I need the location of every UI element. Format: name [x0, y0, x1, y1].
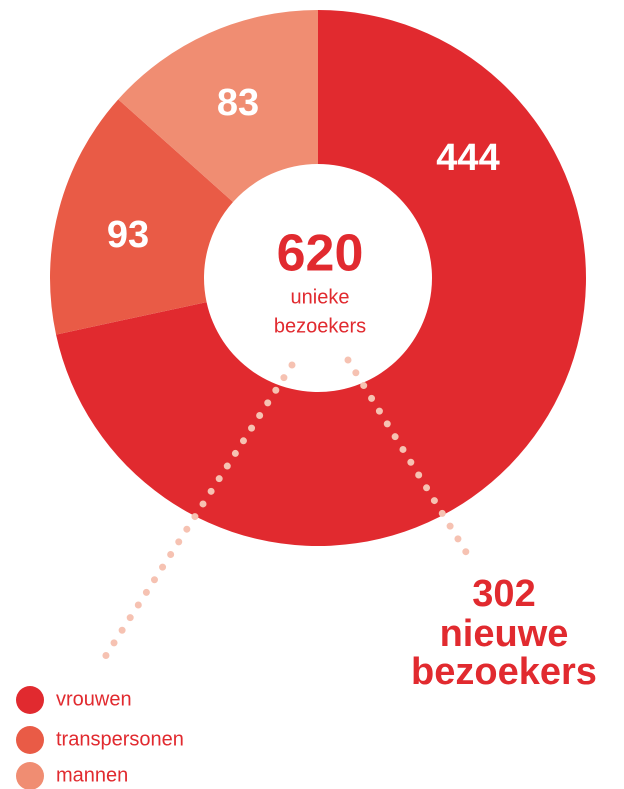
slice	[50, 99, 234, 335]
legend-label: transpersonen	[56, 728, 184, 750]
annotation-text: bezoekers	[411, 651, 597, 693]
annotation-value: 302	[472, 573, 535, 615]
annotation-text: nieuwe	[440, 613, 569, 655]
donut: 444 93 83	[50, 10, 587, 547]
legend-swatch	[16, 686, 44, 714]
leader-line	[101, 361, 296, 661]
center-label: unieke	[291, 286, 350, 308]
data-label: 83	[217, 82, 259, 124]
data-label: 93	[107, 214, 149, 256]
center-label: bezoekers	[274, 315, 366, 337]
legend-swatch	[16, 726, 44, 754]
slice	[118, 10, 318, 203]
legend-label: vrouwen	[56, 688, 132, 710]
legend-label: mannen	[56, 764, 128, 786]
total: 620	[277, 225, 364, 283]
legend-swatch	[16, 762, 44, 789]
slice	[56, 10, 587, 547]
legend: vrouwen transpersonen mannen	[16, 686, 184, 789]
data-label: 444	[436, 137, 499, 179]
